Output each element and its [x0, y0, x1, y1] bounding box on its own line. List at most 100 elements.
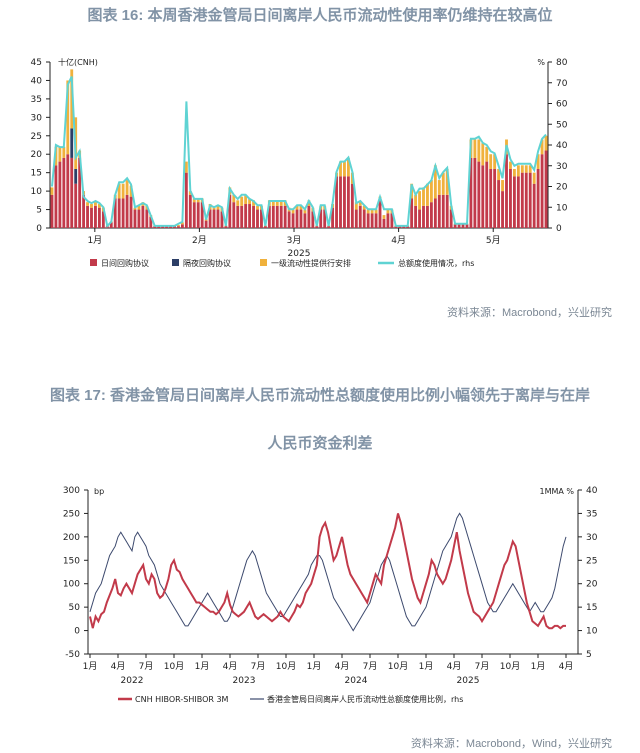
bar-intraday	[149, 216, 153, 228]
bar-intraday	[113, 198, 117, 228]
bar-intraday	[295, 209, 299, 228]
bar-primary	[426, 183, 429, 206]
bar-intraday	[437, 194, 441, 228]
bar-intraday	[196, 202, 200, 228]
left-unit-label: 十亿(CNH)	[58, 57, 98, 67]
bar-intraday	[94, 205, 97, 228]
bar-intraday	[418, 209, 421, 228]
x-tick-label: 1月	[83, 661, 98, 672]
y2-tick-label: 30	[586, 533, 598, 543]
bar-intraday	[101, 211, 105, 228]
bar-intraday	[275, 205, 279, 228]
y-tick-label: 30	[31, 113, 43, 123]
bar-primary	[295, 205, 299, 210]
bar-primary	[418, 191, 421, 210]
y2-tick-label: 50	[556, 120, 568, 130]
bar-primary	[509, 161, 512, 169]
bar-intraday	[358, 205, 362, 228]
y2-tick-label: 40	[586, 486, 598, 496]
bar-primary	[512, 168, 516, 177]
y-tick-label: 40	[31, 76, 43, 86]
x-tick-label: 1月	[87, 235, 102, 246]
bar-intraday	[319, 209, 323, 228]
bar-intraday	[453, 224, 457, 228]
bar-intraday	[402, 226, 406, 228]
bar-intraday	[477, 161, 481, 228]
legend-label: 隔夜回购协议	[183, 258, 231, 268]
bar-primary	[473, 139, 477, 158]
bar-intraday	[165, 226, 169, 228]
bar-intraday	[335, 176, 338, 228]
bar-primary	[125, 180, 129, 195]
y-tick-label: 45	[31, 58, 42, 68]
bar-primary	[291, 209, 295, 214]
bar-primary	[133, 207, 137, 210]
bar-primary	[540, 139, 544, 155]
year-label: 2025	[457, 676, 480, 686]
bar-intraday	[433, 198, 437, 228]
y2-tick-label: 15	[586, 603, 597, 613]
y2-tick-label: 0	[556, 224, 562, 234]
bar-intraday	[283, 205, 287, 228]
bar-intraday	[469, 157, 473, 228]
x-tick-label: 4月	[559, 661, 574, 672]
chart16-title: 图表 16: 本周香港金管局日间离岸人民币流动性使用率仍维持在较高位	[87, 7, 553, 24]
bar-intraday	[422, 205, 425, 228]
bar-intraday	[212, 209, 216, 228]
x-tick-label: 10月	[276, 661, 296, 672]
x-tick-label: 4月	[223, 661, 238, 672]
bar-intraday	[350, 183, 354, 228]
bar-intraday	[74, 183, 78, 228]
bar-intraday	[473, 157, 477, 228]
bar-intraday	[260, 209, 263, 228]
bar-intraday	[82, 194, 86, 228]
bar-intraday	[188, 194, 192, 228]
bar-intraday	[339, 176, 342, 228]
legend-swatch	[90, 259, 97, 266]
bar-intraday	[208, 209, 212, 228]
bar-intraday	[426, 205, 429, 228]
y-tick-label: 50	[69, 603, 81, 613]
bar-intraday	[398, 226, 402, 228]
legend-swatch	[260, 259, 267, 266]
bar-intraday	[121, 198, 125, 228]
bar-intraday	[366, 213, 370, 228]
bar-intraday	[137, 209, 141, 228]
y2-tick-label: 60	[556, 100, 568, 110]
bar-intraday	[493, 168, 497, 228]
year-label: 2023	[233, 676, 256, 686]
bar-intraday	[441, 194, 445, 228]
x-tick-label: 4月	[111, 661, 126, 672]
bar-intraday	[54, 165, 58, 228]
bar-intraday	[540, 154, 544, 228]
legend-label: 一级流动性提供行安排	[271, 258, 351, 268]
bar-intraday	[248, 204, 252, 228]
bar-intraday	[50, 194, 54, 228]
y-tick-label: -50	[65, 650, 80, 660]
bar-intraday	[133, 209, 137, 228]
bar-intraday	[362, 209, 366, 228]
bar-intraday	[536, 168, 540, 228]
bar-primary	[240, 196, 244, 206]
bar-intraday	[169, 226, 172, 228]
y-tick-label: 10	[31, 187, 43, 197]
bar-intraday	[240, 205, 244, 228]
bar-primary	[358, 202, 362, 206]
bar-intraday	[129, 196, 133, 228]
bar-intraday	[232, 202, 236, 228]
y-tick-label: 35	[31, 95, 42, 105]
y2-tick-label: 10	[556, 203, 568, 213]
bar-intraday	[299, 209, 303, 228]
bar-primary	[62, 146, 66, 158]
bar-primary	[366, 209, 370, 214]
bar-primary	[516, 165, 520, 177]
y-tick-label: 5	[36, 206, 42, 216]
bar-intraday	[445, 194, 449, 228]
bar-primary	[275, 200, 279, 206]
bar-intraday	[228, 194, 232, 228]
bar-primary	[485, 146, 489, 162]
bar-primary	[544, 135, 548, 151]
bar-primary	[536, 154, 540, 169]
bar-intraday	[236, 205, 240, 228]
